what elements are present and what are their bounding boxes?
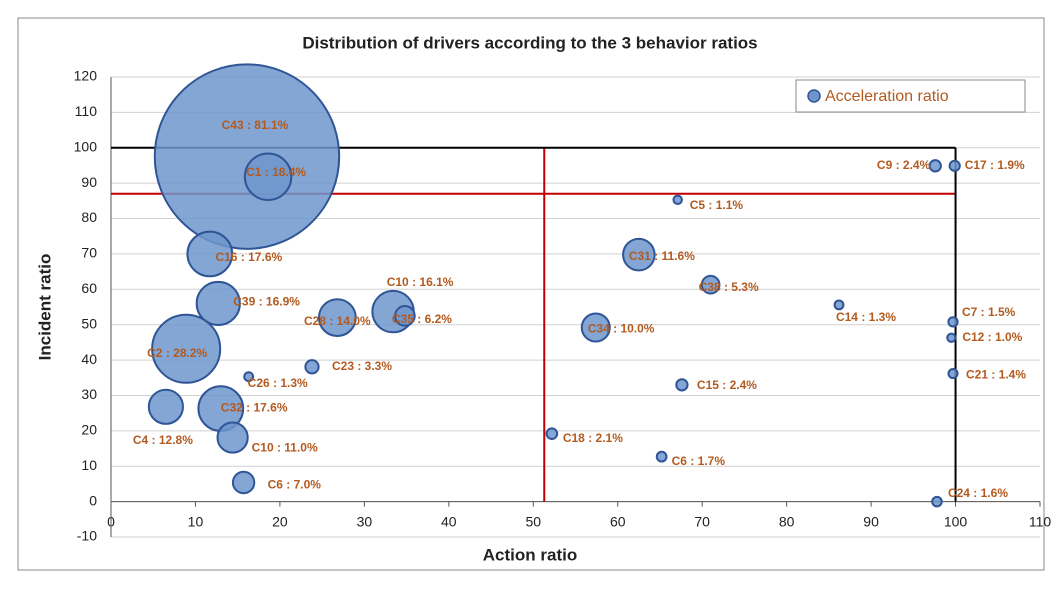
bubble xyxy=(672,194,683,205)
bubble xyxy=(394,305,416,327)
x-tick-label: 60 xyxy=(610,513,626,529)
bubble xyxy=(153,63,341,250)
data-label: C21 : 1.4% xyxy=(966,368,1026,382)
data-label: C26 : 1.3% xyxy=(248,376,308,390)
data-label: C9 : 2.4% xyxy=(877,158,931,172)
x-tick-label: 90 xyxy=(863,513,879,529)
x-axis-title: Action ratio xyxy=(483,545,577,564)
x-tick-label: 110 xyxy=(1029,513,1052,529)
y-tick-label: 100 xyxy=(74,138,98,154)
data-label: C10 : 11.0% xyxy=(252,441,318,455)
bubble xyxy=(243,371,255,383)
x-tick-label: 100 xyxy=(944,513,968,529)
bubble xyxy=(931,495,943,508)
x-tick-label: 50 xyxy=(525,513,541,529)
data-label: C10 : 16.1% xyxy=(387,275,454,289)
y-tick-label: -10 xyxy=(77,528,97,544)
y-tick-label: 80 xyxy=(81,209,97,225)
data-label: C24 : 1.6% xyxy=(948,486,1008,500)
y-tick-label: 0 xyxy=(89,492,97,508)
bubble xyxy=(231,470,256,495)
x-tick-label: 80 xyxy=(779,513,795,529)
bubble xyxy=(147,388,184,425)
data-label: C15 : 2.4% xyxy=(697,378,757,392)
data-label: C38 : 5.3% xyxy=(699,280,759,294)
y-tick-label: 50 xyxy=(81,315,97,331)
data-label: C17 : 1.9% xyxy=(965,158,1025,172)
data-label: C32 : 17.6% xyxy=(221,401,288,415)
data-label: C39 : 16.9% xyxy=(233,295,300,309)
bubble xyxy=(675,378,689,392)
bubble xyxy=(151,313,222,384)
x-tick-label: 20 xyxy=(272,513,288,529)
bubble xyxy=(317,298,357,338)
legend-box xyxy=(795,79,1026,113)
x-tick-label: 10 xyxy=(188,513,204,529)
data-label: C23 : 3.3% xyxy=(332,359,392,373)
data-label: C43 : 81.1% xyxy=(222,118,289,132)
data-label: C34 : 10.0% xyxy=(588,322,655,336)
data-label: C16 : 17.6% xyxy=(215,250,282,264)
y-tick-label: 20 xyxy=(81,422,97,438)
bubble xyxy=(833,299,845,311)
x-tick-label: 30 xyxy=(357,513,373,529)
bubble xyxy=(700,274,721,295)
x-tick-label: 70 xyxy=(694,513,710,529)
bubble xyxy=(243,152,293,202)
y-tick-label: 70 xyxy=(81,245,97,261)
data-label: C28 : 14.0% xyxy=(304,314,371,328)
data-label: C35 : 6.2% xyxy=(392,312,452,326)
data-label: C31 : 11.6% xyxy=(629,249,695,263)
x-tick-label: 40 xyxy=(441,513,457,529)
data-label: C6 : 7.0% xyxy=(268,478,322,492)
y-tick-label: 110 xyxy=(75,103,98,119)
bubble xyxy=(304,359,320,375)
bubble xyxy=(216,421,249,454)
y-tick-label: 60 xyxy=(81,280,97,296)
data-label: C6 : 1.7% xyxy=(672,454,726,468)
bubble xyxy=(946,332,957,343)
y-tick-label: 120 xyxy=(74,68,98,84)
bubble xyxy=(580,312,611,343)
data-label: C5 : 1.1% xyxy=(690,198,744,212)
data-label: C12 : 1.0% xyxy=(962,330,1022,344)
data-label: C18 : 2.1% xyxy=(563,431,623,445)
y-tick-label: 10 xyxy=(81,457,97,473)
bubble xyxy=(545,427,559,440)
bubble xyxy=(948,159,961,172)
bubble xyxy=(186,230,234,278)
y-tick-label: 40 xyxy=(81,351,97,367)
data-label: C2 : 28.2% xyxy=(147,346,207,360)
data-label: C7 : 1.5% xyxy=(962,305,1016,319)
bubble xyxy=(928,159,942,173)
bubble xyxy=(947,316,959,328)
bubble xyxy=(195,280,241,327)
bubble xyxy=(622,237,656,272)
data-label: C1 : 18.4% xyxy=(246,165,306,179)
y-tick-label: 30 xyxy=(81,386,97,402)
legend-label: Acceleration ratio xyxy=(825,88,949,105)
data-label: C14 : 1.3% xyxy=(836,310,896,324)
y-axis-title: Incident ratio xyxy=(35,254,54,361)
y-tick-label: 90 xyxy=(81,174,97,190)
data-label: C4 : 12.8% xyxy=(133,433,193,447)
chart-title: Distribution of drivers according to the… xyxy=(302,33,757,52)
bubble xyxy=(655,450,668,463)
legend-marker xyxy=(807,89,821,103)
bubble xyxy=(947,367,959,380)
